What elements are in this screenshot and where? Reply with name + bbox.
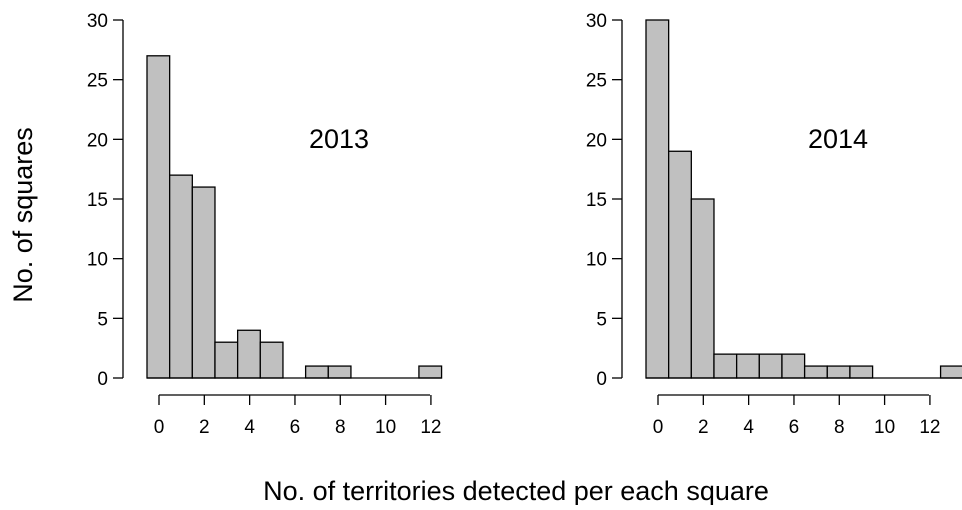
- p0-y-tick-label-20: 20: [87, 130, 108, 151]
- p1-bar-0: [645, 19, 670, 379]
- p1-x-tick-label-6: 6: [789, 417, 800, 438]
- p1-bar-5: [758, 353, 783, 379]
- p1-bar-4: [735, 353, 760, 379]
- p0-x-tick-label-4: 4: [244, 417, 255, 438]
- p0-y-tick-label-15: 15: [87, 190, 108, 211]
- p0-y-tick-label-30: 30: [87, 11, 108, 32]
- p1-x-tick-label-12: 12: [919, 417, 940, 438]
- p1-bar-9: [849, 365, 874, 379]
- p0-bar-0: [146, 55, 171, 379]
- p0-x-tick-label-2: 2: [199, 417, 210, 438]
- p0-bar-12: [418, 365, 443, 379]
- p1-bar-8: [826, 365, 851, 379]
- histogram-2014: 0 5 10 15 20 25 30 0 2 4 6 8 10 12 2014: [586, 11, 962, 438]
- p0-bar-1: [169, 174, 193, 379]
- p1-y-tick-label-30: 30: [586, 11, 607, 32]
- p1-y-tick-label-10: 10: [586, 250, 607, 271]
- p1-y-tick-label-25: 25: [586, 71, 607, 92]
- p1-y-tick-label-5: 5: [596, 309, 607, 330]
- p1-bar-2: [690, 198, 715, 379]
- p1-y-tick-label-20: 20: [586, 130, 607, 151]
- p1-x-tick-label-2: 2: [698, 417, 709, 438]
- p1-bar-1: [668, 150, 692, 379]
- p1-x-tick-label-10: 10: [874, 417, 895, 438]
- p0-x-tick-label-12: 12: [420, 417, 441, 438]
- p0-x-tick-label-6: 6: [290, 417, 301, 438]
- p0-y-tick-label-25: 25: [87, 71, 108, 92]
- p1-x-tick-label-0: 0: [653, 417, 664, 438]
- histogram-2013: 0 5 10 15 20 25 30 0 2 4 6 8 10 12 2013: [87, 11, 443, 438]
- p0-y-tick-label-0: 0: [97, 369, 108, 390]
- p0-panel-title: 2013: [309, 124, 369, 154]
- p0-bar-7: [304, 365, 329, 379]
- p1-bar-13: [939, 365, 962, 379]
- p1-y-tick-label-15: 15: [586, 190, 607, 211]
- p0-x-tick-label-8: 8: [335, 417, 346, 438]
- p1-panel-title: 2014: [808, 124, 868, 154]
- p0-x-tick-label-10: 10: [375, 417, 396, 438]
- x-axis-title: No. of territories detected per each squ…: [263, 476, 769, 505]
- p0-bar-2: [191, 186, 216, 379]
- p1-bar-6: [781, 353, 806, 379]
- p0-y-tick-label-5: 5: [97, 309, 108, 330]
- p1-x-tick-label-4: 4: [743, 417, 754, 438]
- p1-x-tick-label-8: 8: [834, 417, 845, 438]
- p1-bar-3: [713, 353, 738, 379]
- p1-y-tick-label-0: 0: [596, 369, 607, 390]
- p0-y-tick-label-10: 10: [87, 250, 108, 271]
- p0-bar-3: [214, 341, 239, 379]
- p0-bar-5: [259, 341, 284, 379]
- p1-bar-7: [803, 365, 828, 379]
- p0-x-tick-label-0: 0: [154, 417, 165, 438]
- p0-bar-4: [236, 329, 261, 379]
- p0-bar-8: [327, 365, 352, 379]
- y-axis-title: No. of squares: [8, 127, 38, 303]
